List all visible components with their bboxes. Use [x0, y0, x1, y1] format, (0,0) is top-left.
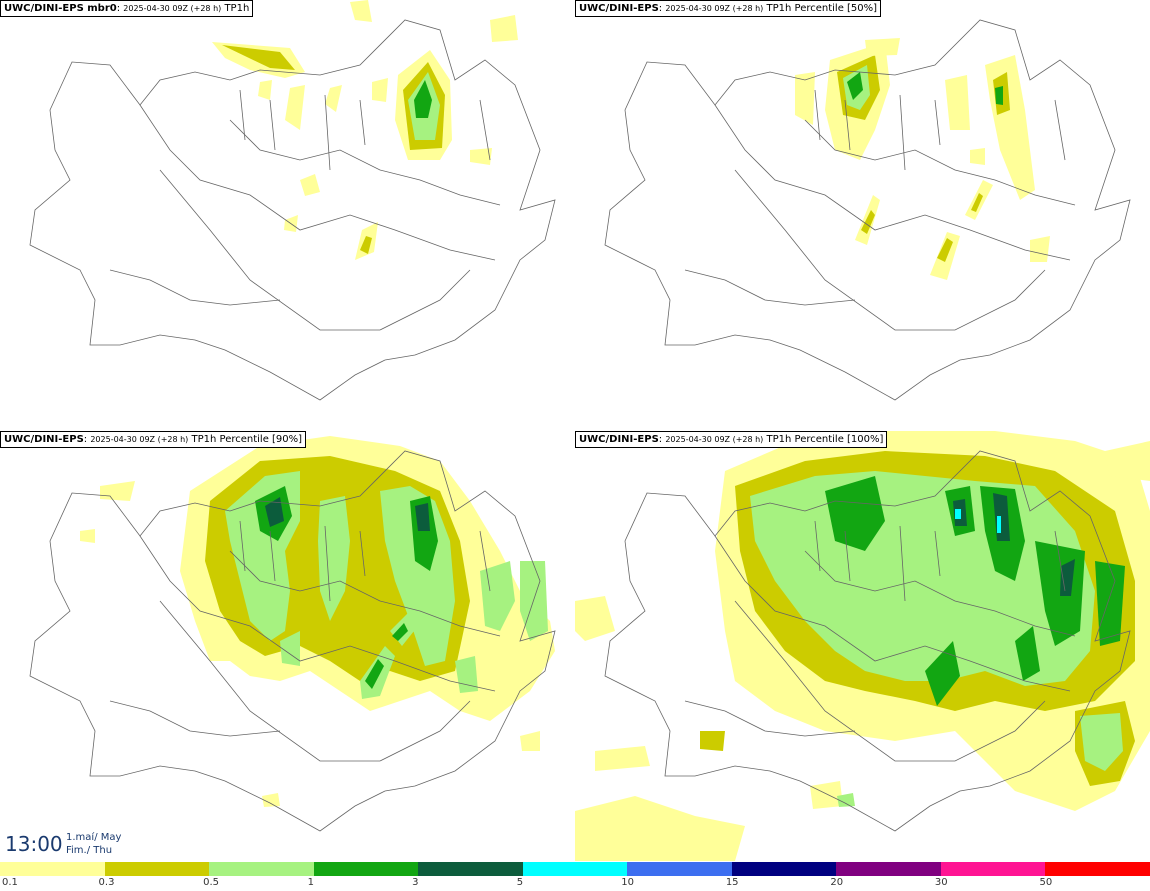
valid-time-box: 13:00 1.maí/ May Fim./ Thu	[0, 829, 126, 860]
legend-swatch	[0, 862, 105, 876]
coastline	[29, 450, 556, 832]
color-legend-bar	[0, 862, 1150, 876]
legend-label: 0.3	[98, 877, 115, 888]
legend-label: 3	[412, 877, 419, 888]
precip-map	[575, 431, 1150, 861]
precip-shading	[575, 431, 1150, 861]
map-panel-p90: UWC/DINI-EPS: 2025-04-30 09Z (+28 h) TP1…	[0, 431, 575, 861]
panel-title: UWC/DINI-EPS mbr0: 2025-04-30 09Z (+28 h…	[0, 0, 254, 17]
legend-swatch	[522, 862, 628, 876]
valid-time: 13:00	[5, 832, 63, 856]
legend-label: 1	[307, 877, 314, 888]
precip-shading	[212, 0, 518, 260]
legend-swatch	[731, 862, 837, 876]
legend-swatch	[313, 862, 419, 876]
precip-map	[604, 19, 1131, 401]
panel-title: UWC/DINI-EPS: 2025-04-30 09Z (+28 h) TP1…	[575, 0, 882, 17]
map-panel-mbr0: UWC/DINI-EPS mbr0: 2025-04-30 09Z (+28 h…	[0, 0, 575, 430]
legend-swatch	[627, 862, 732, 876]
date-line-1: 1.maí/ May	[66, 832, 122, 843]
coastline	[29, 19, 556, 401]
valid-date: 1.maí/ May Fim./ Thu	[66, 831, 121, 857]
legend-swatch	[104, 862, 210, 876]
legend-label: 20	[830, 877, 844, 888]
map-panel-p100: UWC/DINI-EPS: 2025-04-30 09Z (+28 h) TP1…	[575, 431, 1150, 861]
precip-shading	[795, 38, 1050, 280]
legend-label: 5	[516, 877, 524, 888]
legend-label: 30	[934, 877, 948, 888]
panel-title: UWC/DINI-EPS: 2025-04-30 09Z (+28 h) TP1…	[0, 431, 307, 448]
panel-title: UWC/DINI-EPS: 2025-04-30 09Z (+28 h) TP1…	[575, 431, 888, 448]
precip-map	[29, 0, 556, 401]
precip-map	[29, 436, 556, 832]
color-legend-labels: 0.1 0.3 0.5 1 3 5 10 15 20 30 50	[0, 877, 1150, 891]
coastline	[604, 450, 1131, 832]
legend-swatch	[836, 862, 941, 876]
legend-swatch	[1045, 862, 1150, 876]
legend-label: 0.1	[2, 877, 18, 888]
legend-swatch	[940, 862, 1046, 876]
coastline	[604, 19, 1131, 401]
legend-label: 15	[725, 877, 739, 888]
legend-label: 50	[1039, 877, 1053, 888]
legend-swatch	[418, 862, 523, 876]
map-panel-p50: UWC/DINI-EPS: 2025-04-30 09Z (+28 h) TP1…	[575, 0, 1150, 430]
legend-label: 10	[621, 877, 634, 888]
legend-swatch	[209, 862, 314, 876]
date-line-2: Fim./ Thu	[66, 845, 113, 856]
legend-label: 0.5	[203, 877, 219, 888]
